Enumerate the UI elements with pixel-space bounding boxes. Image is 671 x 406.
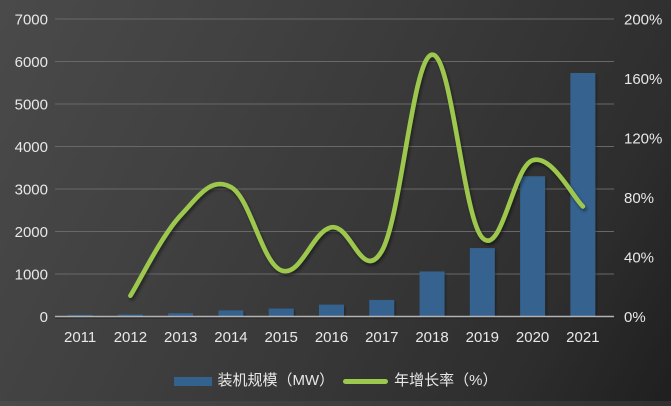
x-axis-tick-label: 2014 bbox=[214, 329, 247, 346]
y-axis-left-tick-label: 0 bbox=[40, 309, 48, 326]
bar-2019 bbox=[469, 248, 495, 317]
y-axis-right-tick-label: 120% bbox=[624, 131, 662, 148]
bar-2015 bbox=[268, 308, 294, 317]
legend-label-growth-rate: 年增长率（%） bbox=[394, 372, 498, 389]
y-axis-left-tick-label: 6000 bbox=[15, 54, 48, 71]
x-axis-tick-label: 2018 bbox=[415, 329, 448, 346]
x-axis-tick-label: 2019 bbox=[466, 329, 499, 346]
x-axis-tick-label: 2021 bbox=[566, 329, 599, 346]
legend-label-installed-capacity: 装机规模（MW） bbox=[217, 372, 335, 389]
y-axis-left-tick-label: 3000 bbox=[15, 182, 48, 199]
x-axis-tick-label: 2020 bbox=[516, 329, 549, 346]
legend-item-growth-rate: 年增长率（%） bbox=[343, 372, 498, 389]
bar-2013 bbox=[168, 313, 194, 317]
x-axis-tick-label: 2013 bbox=[164, 329, 197, 346]
growth-rate-line bbox=[128, 52, 586, 298]
x-axis-tick-label: 2017 bbox=[365, 329, 398, 346]
x-axis-tick-label: 2011 bbox=[64, 329, 96, 346]
legend-line-swatch-icon bbox=[343, 378, 389, 384]
y-axis-left-tick-label: 7000 bbox=[15, 12, 48, 29]
y-axis-left-tick-label: 4000 bbox=[15, 139, 48, 156]
legend: 装机规模（MW） 年增长率（%） bbox=[0, 373, 671, 389]
bar-2017 bbox=[369, 299, 395, 317]
y-axis-left-tick-label: 2000 bbox=[15, 224, 48, 241]
x-axis-tick-label: 2015 bbox=[265, 329, 298, 346]
legend-item-installed-capacity: 装机规模（MW） bbox=[173, 372, 335, 389]
y-axis-left-tick-label: 5000 bbox=[15, 97, 48, 114]
y-axis-left-tick-label: 1000 bbox=[15, 267, 48, 284]
bar-2018 bbox=[419, 271, 445, 317]
y-axis-right-tick-label: 160% bbox=[624, 71, 662, 88]
y-axis-right-tick-label: 200% bbox=[624, 12, 662, 29]
legend-bar-swatch-icon bbox=[173, 376, 212, 386]
bar-2011 bbox=[67, 314, 93, 317]
y-axis-right-tick-label: 0% bbox=[624, 309, 646, 326]
bar-2016 bbox=[319, 304, 344, 317]
y-axis-right-tick-label: 40% bbox=[624, 250, 654, 267]
x-axis-tick-label: 2016 bbox=[315, 329, 348, 346]
x-axis-tick-label: 2012 bbox=[114, 329, 147, 346]
y-axis-right-tick-label: 80% bbox=[624, 190, 654, 207]
bar-2012 bbox=[117, 314, 143, 317]
bar-2014 bbox=[218, 310, 244, 317]
bar-2020 bbox=[520, 176, 546, 317]
